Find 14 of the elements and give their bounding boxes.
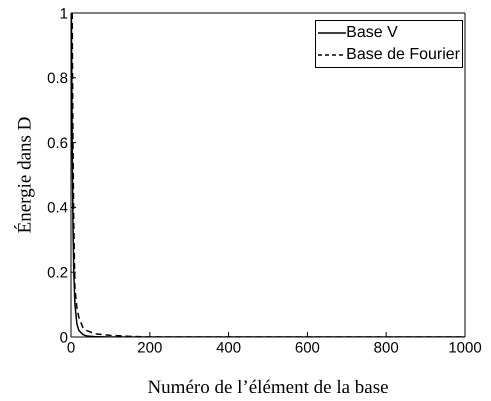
y-tick-label: 0.4: [47, 200, 68, 217]
legend-label: Base V: [346, 23, 398, 43]
x-tick-label: 200: [137, 340, 162, 357]
x-tick-label: 1000: [448, 340, 482, 357]
y-tick-label: 0.8: [47, 70, 68, 88]
y-tick-label: 0.2: [47, 264, 68, 282]
y-tick-label: 0.6: [47, 134, 68, 152]
y-tick-label: 1: [60, 5, 68, 22]
x-tick-label: 600: [294, 340, 320, 357]
legend-label: Base de Fourier: [346, 45, 460, 65]
x-tick-label: 400: [216, 340, 242, 357]
x-tick-label: 800: [374, 340, 399, 357]
y-axis-title: Énergie dans D: [14, 116, 36, 234]
x-axis-title: Numéro de l’élément de la base: [147, 377, 389, 398]
